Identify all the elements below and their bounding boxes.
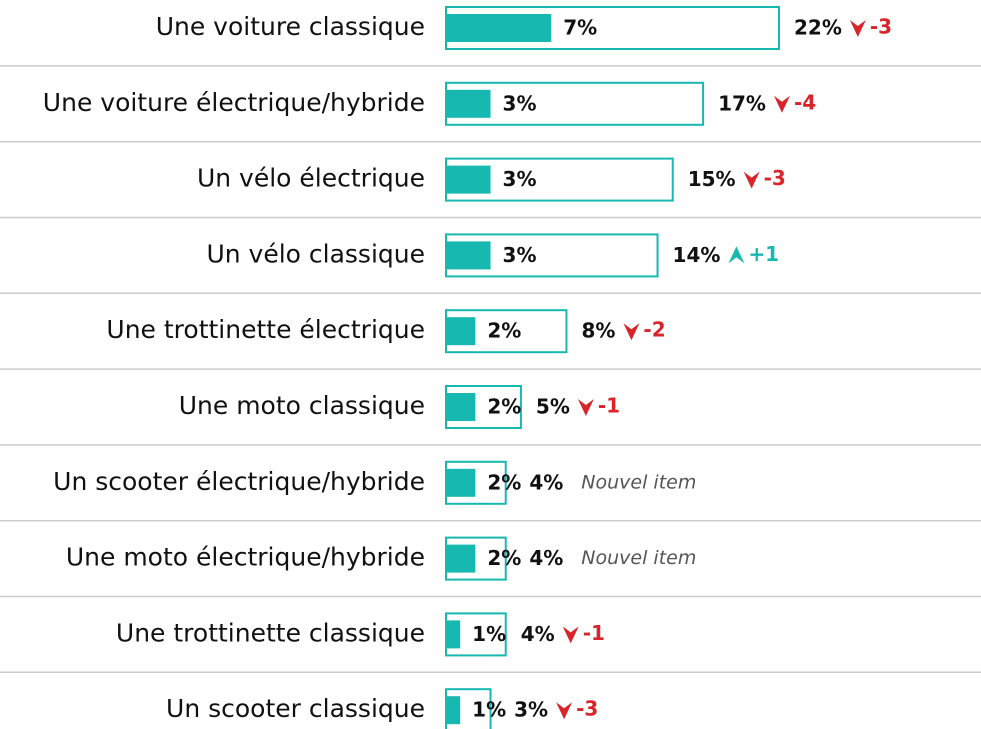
filled-bar bbox=[445, 544, 476, 573]
inner-value-label: 1% bbox=[472, 698, 506, 722]
trend-arrow bbox=[743, 171, 760, 189]
category-label: Un vélo classique bbox=[206, 239, 425, 268]
filled-bar bbox=[445, 317, 476, 346]
change-label: -3 bbox=[764, 166, 786, 190]
trend-arrow bbox=[577, 399, 594, 416]
change-label: +1 bbox=[748, 242, 779, 266]
inner-value-label: 2% bbox=[487, 319, 521, 343]
outer-value-label: 5% bbox=[536, 395, 570, 419]
filled-bar bbox=[445, 620, 461, 649]
trend-arrow bbox=[773, 95, 790, 113]
change-label: -1 bbox=[598, 394, 620, 418]
change-note: Nouvel item bbox=[581, 547, 696, 569]
category-label: Une trottinette classique bbox=[116, 618, 425, 647]
category-label: Un scooter classique bbox=[166, 694, 425, 723]
trend-arrow bbox=[849, 20, 866, 37]
trend-arrow bbox=[728, 246, 745, 264]
filled-bar bbox=[445, 14, 552, 42]
trend-arrow bbox=[623, 323, 640, 341]
outer-value-label: 4% bbox=[529, 546, 563, 570]
change-label: -3 bbox=[576, 697, 598, 721]
change-label: -4 bbox=[794, 90, 816, 114]
inner-value-label: 3% bbox=[503, 91, 537, 115]
outer-value-label: 15% bbox=[688, 167, 736, 191]
inner-value-label: 7% bbox=[563, 16, 597, 40]
change-label: -1 bbox=[583, 621, 605, 645]
outer-value-label: 4% bbox=[529, 470, 563, 494]
filled-bar bbox=[445, 468, 476, 497]
outer-value-label: 22% bbox=[794, 16, 842, 40]
filled-bar bbox=[445, 165, 491, 194]
filled-bar bbox=[445, 89, 491, 118]
outer-value-label: 14% bbox=[673, 243, 721, 267]
inner-value-label: 1% bbox=[472, 622, 506, 646]
change-label: -3 bbox=[870, 15, 892, 39]
outer-value-label: 8% bbox=[581, 319, 615, 343]
filled-bar bbox=[445, 393, 476, 421]
filled-bar bbox=[445, 696, 461, 725]
inner-value-label: 3% bbox=[503, 167, 537, 191]
inner-value-label: 2% bbox=[487, 470, 521, 494]
trend-arrow bbox=[562, 626, 579, 644]
category-label: Une trottinette électrique bbox=[106, 315, 425, 344]
inner-value-label: 3% bbox=[503, 243, 537, 267]
change-label: -2 bbox=[643, 318, 665, 342]
category-label: Un scooter électrique/hybride bbox=[53, 467, 425, 496]
category-label: Un vélo électrique bbox=[197, 164, 425, 193]
inner-value-label: 2% bbox=[487, 395, 521, 419]
trend-arrow bbox=[556, 702, 573, 720]
category-label: Une voiture électrique/hybride bbox=[43, 88, 425, 117]
outer-value-label: 3% bbox=[514, 698, 548, 722]
category-label: Une voiture classique bbox=[156, 12, 425, 41]
inner-value-label: 2% bbox=[487, 546, 521, 570]
change-note: Nouvel item bbox=[581, 471, 696, 493]
category-label: Une moto électrique/hybride bbox=[66, 543, 425, 572]
outer-value-label: 4% bbox=[521, 622, 555, 646]
filled-bar bbox=[445, 241, 491, 270]
outer-value-label: 17% bbox=[718, 91, 766, 115]
category-label: Une moto classique bbox=[179, 391, 425, 420]
